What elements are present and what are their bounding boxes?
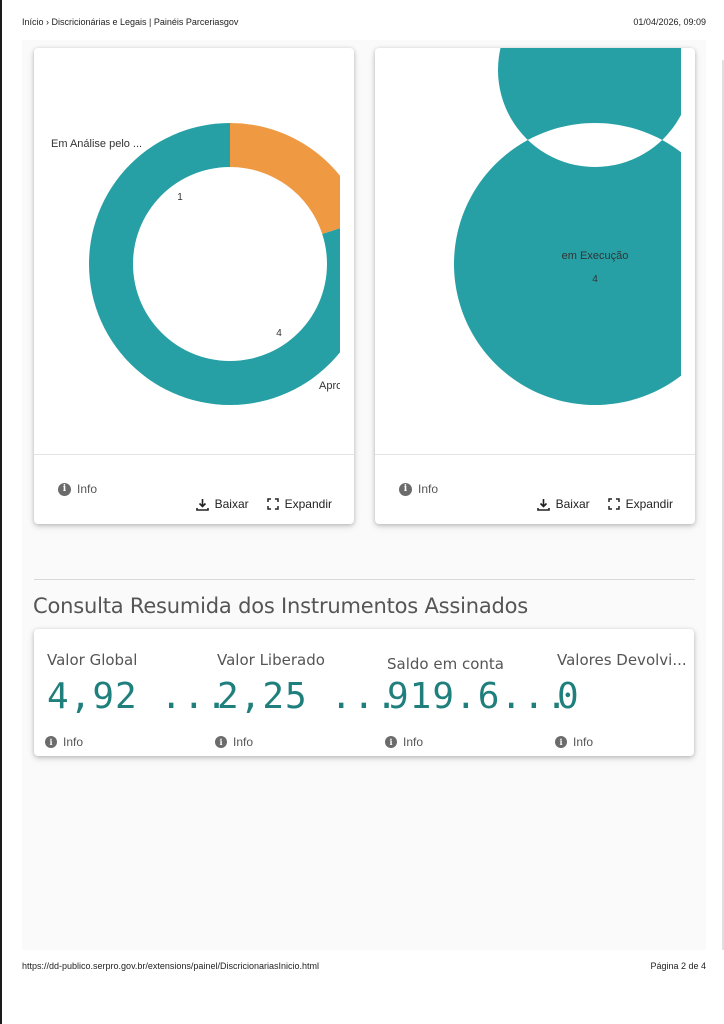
info-icon: i (385, 736, 397, 748)
card-divider (375, 454, 695, 455)
donut-slice[interactable] (89, 123, 340, 405)
download-icon (536, 498, 550, 511)
expand-label: Expandir (625, 497, 673, 511)
print-datetime: 01/04/2026, 09:09 (633, 17, 706, 27)
info-icon: i (399, 482, 412, 496)
info-label: Info (77, 482, 98, 496)
kpi-label: Saldo em conta (387, 655, 504, 673)
kpi-value: 919.6... (387, 676, 569, 717)
info-icon: i (58, 482, 71, 496)
download-button[interactable]: Baixar (536, 497, 590, 511)
donut-chart-area: em Execução 4 (375, 48, 681, 448)
info-button[interactable]: i Info (45, 735, 83, 749)
download-label: Baixar (555, 497, 590, 511)
print-header: Início › Discricionárias e Legais | Pain… (22, 17, 706, 31)
donut-slice[interactable] (454, 48, 681, 405)
kpi-valores-devolvidos: Valores Devolvi... 0 i Info (544, 629, 694, 756)
slice-label: Em Análise pelo ... (51, 138, 142, 150)
kpi-value: 4,92 ... (47, 676, 229, 717)
chart-card-execution: em Execução 4 i Info Baixar Expandir (375, 48, 695, 524)
breadcrumb: Início › Discricionárias e Legais | Pain… (22, 17, 239, 27)
kpi-label: Valores Devolvi... (557, 651, 687, 669)
card-actions: Baixar Expandir (519, 497, 673, 511)
kpi-label: Valor Global (47, 651, 138, 669)
kpi-label: Valor Liberado (217, 651, 325, 669)
slice-value: 4 (592, 274, 598, 285)
slice-label: Apro (319, 380, 340, 392)
expand-button[interactable]: Expandir (266, 497, 332, 511)
print-footer: https://dd-publico.serpro.gov.br/extensi… (22, 961, 706, 975)
section-divider (34, 579, 695, 580)
donut-chart-area: Em Análise pelo ... 1 Apro 4 (34, 48, 340, 448)
slice-value: 1 (177, 192, 183, 203)
card-actions: Baixar Expandir (178, 497, 332, 511)
kpi-saldo-em-conta: Saldo em conta 919.6... i Info (374, 629, 567, 756)
info-button[interactable]: i Info (555, 735, 593, 749)
kpi-valor-liberado: Valor Liberado 2,25 ... i Info (204, 629, 397, 756)
download-label: Baixar (214, 497, 249, 511)
section-title: Consulta Resumida dos Instrumentos Assin… (33, 594, 529, 618)
info-icon: i (555, 736, 567, 748)
card-divider (34, 454, 354, 455)
expand-button[interactable]: Expandir (607, 497, 673, 511)
download-button[interactable]: Baixar (195, 497, 249, 511)
info-label: Info (63, 735, 84, 749)
chart-card-status: Em Análise pelo ... 1 Apro 4 i Info Baixar … (34, 48, 354, 524)
slice-value: 4 (276, 328, 282, 339)
info-icon: i (215, 736, 227, 748)
kpi-value: 0 (557, 676, 580, 717)
info-label: Info (403, 735, 424, 749)
info-button[interactable]: i Info (399, 482, 438, 496)
info-label: Info (573, 735, 594, 749)
expand-label: Expandir (284, 497, 332, 511)
slice-label: em Execução (562, 250, 629, 262)
donut-chart: Em Análise pelo ... 1 Apro 4 (51, 123, 340, 405)
page-edge-right (722, 60, 724, 950)
kpi-valor-global: Valor Global 4,92 ... i Info (34, 629, 227, 756)
page-url: https://dd-publico.serpro.gov.br/extensi… (22, 961, 319, 971)
page-edge (0, 0, 2, 1024)
kpi-value: 2,25 ... (217, 676, 399, 717)
info-button[interactable]: i Info (215, 735, 253, 749)
expand-icon (607, 498, 620, 510)
donut-chart: em Execução 4 (454, 48, 681, 405)
expand-icon (266, 498, 279, 510)
info-button[interactable]: i Info (58, 482, 97, 496)
info-icon: i (45, 736, 57, 748)
donut-slice[interactable] (230, 123, 340, 235)
info-label: Info (418, 482, 439, 496)
info-button[interactable]: i Info (385, 735, 423, 749)
kpi-card: Valor Global 4,92 ... i Info Valor Liber… (34, 629, 694, 756)
info-label: Info (233, 735, 254, 749)
page-number: Página 2 de 4 (650, 961, 706, 971)
download-icon (195, 498, 209, 511)
